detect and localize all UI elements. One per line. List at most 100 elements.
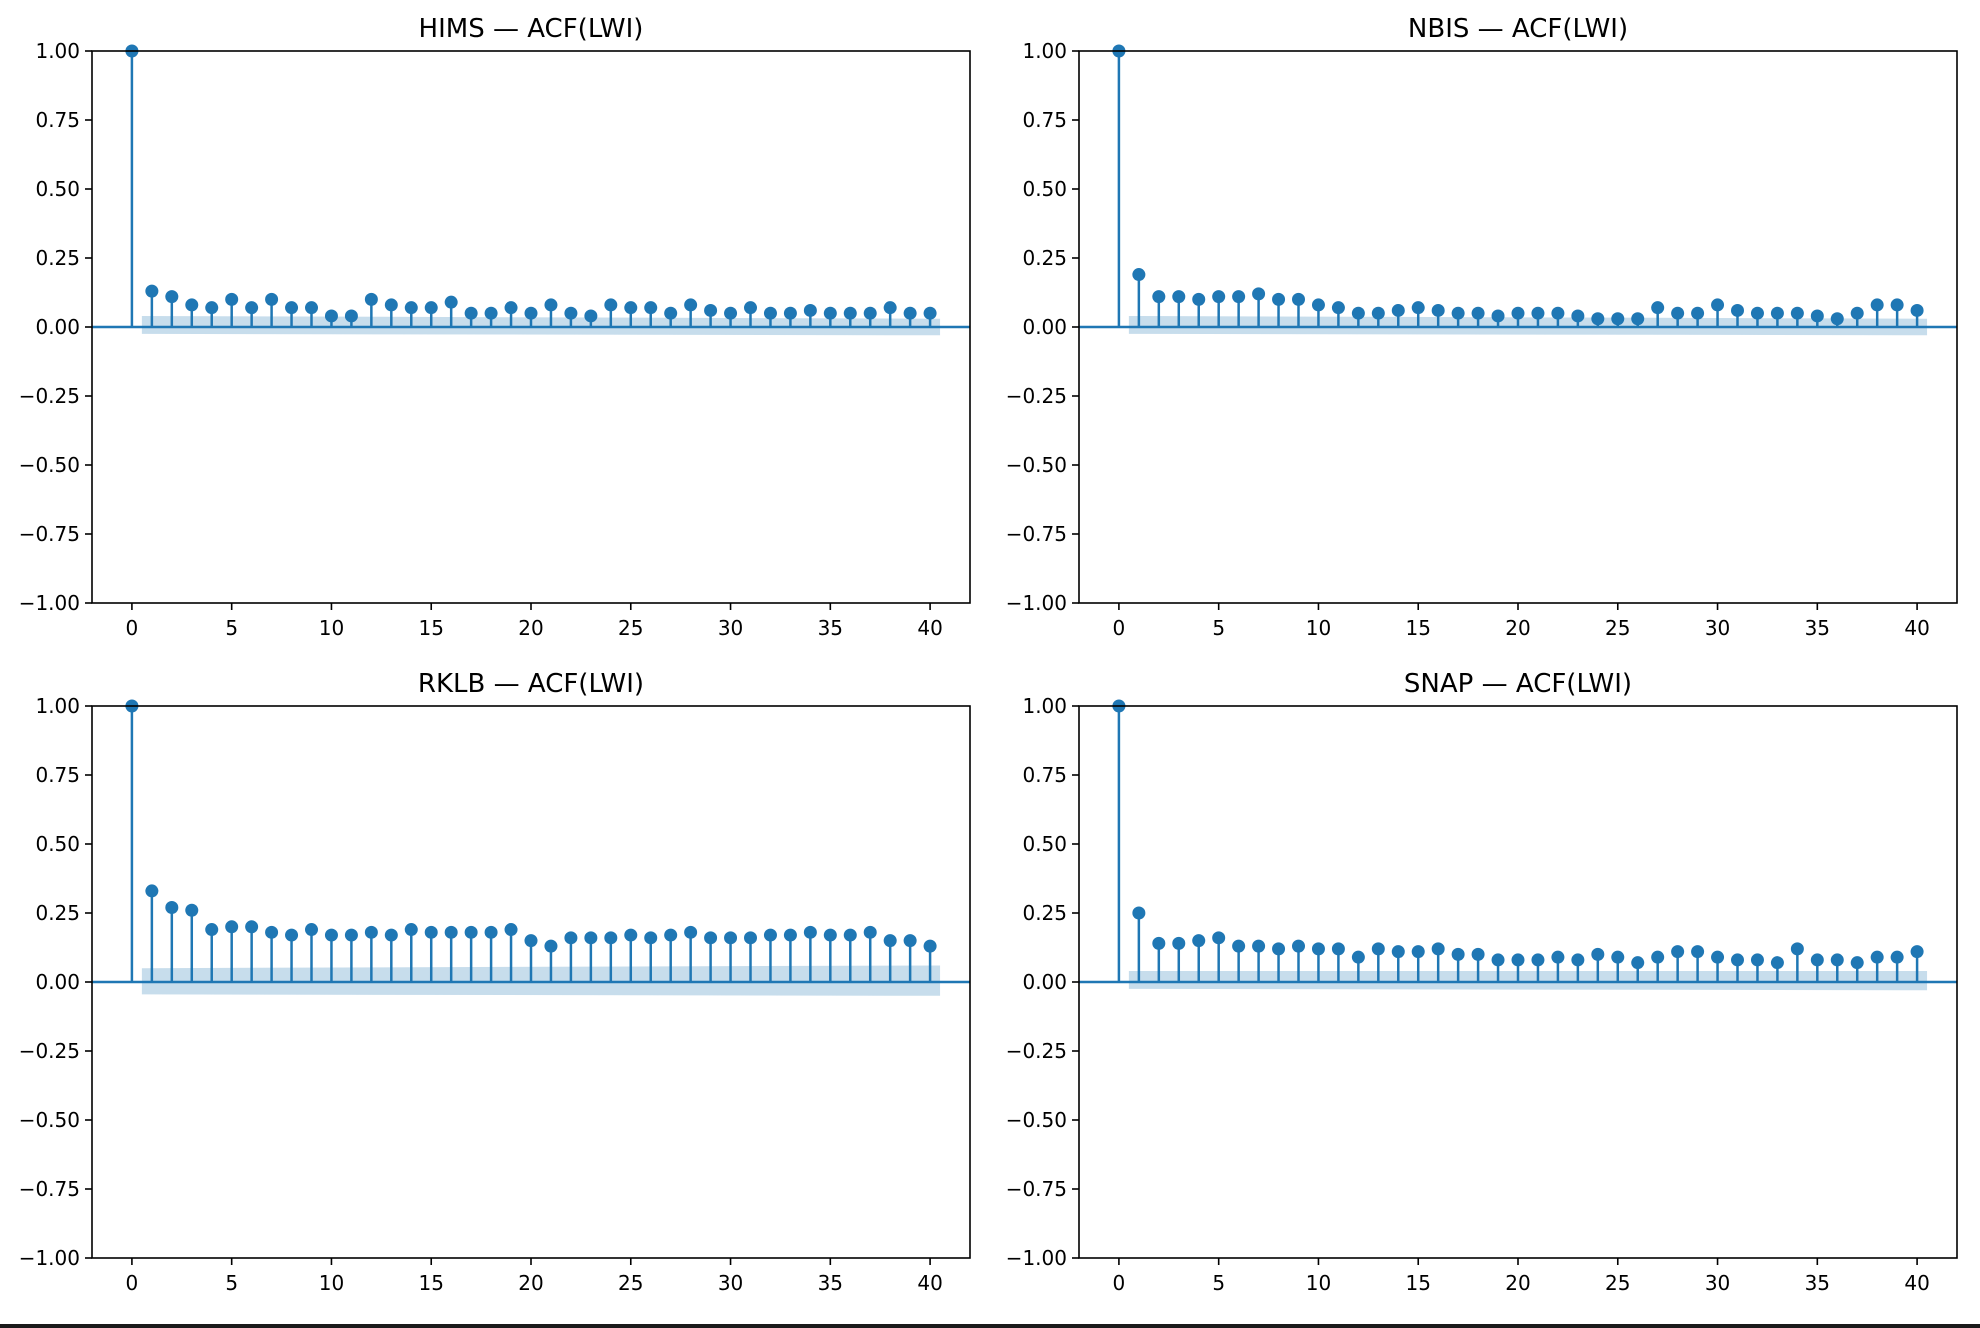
acf-marker xyxy=(903,934,917,948)
y-tick-label: 0.75 xyxy=(1022,763,1067,787)
acf-marker xyxy=(1750,953,1764,967)
x-tick-label: 0 xyxy=(1113,616,1126,640)
acf-marker xyxy=(1651,950,1665,964)
acf-marker xyxy=(404,301,418,315)
acf-marker xyxy=(843,928,857,942)
y-tick-label: 0.00 xyxy=(1022,315,1067,339)
x-tick-label: 30 xyxy=(718,616,743,640)
acf-marker xyxy=(1152,936,1166,950)
acf-marker xyxy=(1172,936,1186,950)
acf-marker xyxy=(464,306,478,320)
acf-marker xyxy=(285,301,299,315)
y-tick-label: −0.25 xyxy=(1006,1039,1067,1063)
acf-marker xyxy=(1232,939,1246,953)
chart-panel: 1.00 0.75 0.50 0.25 0.00 −0.25 −0.50 −0.75 −1.00… xyxy=(1006,14,1958,640)
acf-marker xyxy=(1671,945,1685,959)
acf-marker xyxy=(1830,953,1844,967)
acf-marker xyxy=(1252,287,1266,301)
acf-marker xyxy=(185,903,199,917)
acf-marker xyxy=(644,301,658,315)
acf-marker xyxy=(1451,947,1465,961)
acf-marker xyxy=(424,301,438,315)
x-tick-label: 30 xyxy=(718,1271,743,1295)
x-tick-label: 20 xyxy=(518,616,543,640)
confidence-band xyxy=(1128,970,1928,991)
acf-marker xyxy=(1351,950,1365,964)
acf-marker xyxy=(424,925,438,939)
x-tick-label: 25 xyxy=(618,616,643,640)
x-tick-label: 10 xyxy=(1306,616,1331,640)
acf-marker xyxy=(225,292,239,306)
x-tick-label: 35 xyxy=(1805,1271,1830,1295)
acf-marker xyxy=(185,298,199,312)
y-tick-label: −1.00 xyxy=(1006,1246,1067,1270)
acf-marker xyxy=(1910,303,1924,317)
y-tick-label: 0.25 xyxy=(1022,246,1067,270)
window-bottom-edge xyxy=(0,1324,1980,1328)
acf-marker xyxy=(763,306,777,320)
acf-marker xyxy=(265,292,279,306)
acf-marker xyxy=(364,925,378,939)
x-tick-label: 10 xyxy=(319,616,344,640)
x-tick-label: 0 xyxy=(1113,1271,1126,1295)
y-tick-label: 1.00 xyxy=(35,694,80,718)
acf-marker xyxy=(1591,312,1605,326)
acf-marker xyxy=(524,934,538,948)
acf-marker xyxy=(704,931,718,945)
acf-marker xyxy=(1870,950,1884,964)
x-tick-label: 5 xyxy=(1212,1271,1225,1295)
acf-marker xyxy=(1411,301,1425,315)
acf-marker xyxy=(205,923,219,937)
acf-marker xyxy=(783,928,797,942)
y-tick-label: 1.00 xyxy=(1022,694,1067,718)
acf-marker xyxy=(1890,950,1904,964)
acf-marker xyxy=(1810,309,1824,323)
acf-marker xyxy=(863,306,877,320)
acf-marker xyxy=(803,925,817,939)
y-tick-label: −0.50 xyxy=(1006,453,1067,477)
acf-marker xyxy=(604,931,618,945)
acf-marker xyxy=(1511,953,1525,967)
y-tick-label: 0.50 xyxy=(1022,177,1067,201)
acf-marker xyxy=(1391,945,1405,959)
acf-marker xyxy=(763,928,777,942)
y-tick-label: 0.75 xyxy=(35,763,80,787)
chart-panel: 1.00 0.75 0.50 0.25 0.00 −0.25 −0.50 −0.75 −1.00… xyxy=(19,669,971,1295)
acf-marker xyxy=(245,920,259,934)
y-tick-label: 1.00 xyxy=(35,39,80,63)
acf-marker xyxy=(165,290,179,304)
acf-marker xyxy=(444,295,458,309)
acf-marker xyxy=(305,301,318,315)
acf-marker xyxy=(1331,301,1345,315)
acf-marker xyxy=(744,301,757,315)
y-tick-label: 0.00 xyxy=(35,970,80,994)
confidence-band xyxy=(141,315,941,336)
acf-marker xyxy=(1571,953,1585,967)
acf-marker xyxy=(564,306,578,320)
acf-marker xyxy=(923,306,937,320)
acf-marker xyxy=(823,928,837,942)
y-tick-label: 0.00 xyxy=(1022,970,1067,994)
acf-marker xyxy=(1711,298,1725,312)
y-tick-label: −0.50 xyxy=(19,1108,80,1132)
acf-marker xyxy=(225,920,239,934)
y-tick-label: −0.75 xyxy=(19,522,80,546)
chart-panel: 1.00 0.75 0.50 0.25 0.00 −0.25 −0.50 −0.75 −1.00… xyxy=(1006,669,1958,1295)
acf-marker xyxy=(803,303,817,317)
x-tick-label: 20 xyxy=(518,1271,543,1295)
acf-marker xyxy=(344,928,358,942)
acf-marker xyxy=(1631,312,1645,326)
acf-marker xyxy=(1272,942,1286,956)
chart-title: HIMS — ACF(LWI) xyxy=(419,14,644,44)
x-tick-label: 35 xyxy=(818,1271,843,1295)
acf-marker xyxy=(1511,306,1525,320)
chart-title: SNAP — ACF(LWI) xyxy=(1404,669,1632,699)
acf-marker xyxy=(684,925,698,939)
acf-marker xyxy=(145,884,159,898)
y-tick-label: −0.75 xyxy=(1006,522,1067,546)
y-tick-label: −0.25 xyxy=(19,384,80,408)
confidence-band xyxy=(1128,315,1928,336)
acf-marker xyxy=(1272,292,1286,306)
acf-marker xyxy=(1790,306,1804,320)
